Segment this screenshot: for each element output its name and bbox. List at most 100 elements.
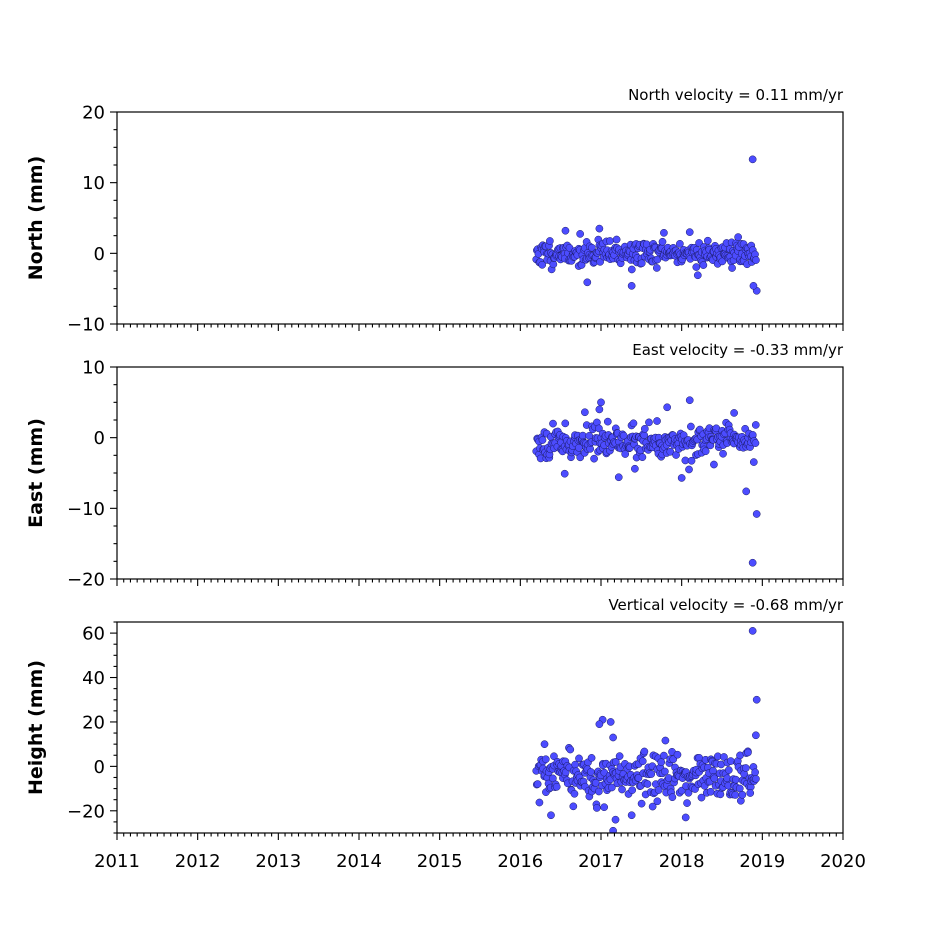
data-point (657, 758, 666, 766)
data-point (652, 264, 661, 272)
data-point (606, 237, 614, 245)
data-point (561, 419, 570, 428)
data-point (637, 799, 646, 808)
data-point (746, 789, 755, 797)
data-point (685, 465, 693, 474)
data-point (744, 748, 752, 757)
data-point (595, 424, 603, 433)
data-point (685, 228, 694, 236)
data-point (751, 768, 759, 777)
data-point (588, 243, 596, 252)
data-point (614, 473, 623, 482)
data-point (578, 431, 587, 440)
x-tick-label: 2017 (578, 851, 624, 872)
data-point (724, 766, 733, 774)
data-point (668, 793, 677, 802)
data-point (726, 757, 735, 765)
data-point (618, 785, 626, 794)
axes-frame (116, 621, 844, 834)
data-point (697, 793, 706, 802)
data-point (575, 754, 583, 763)
data-point (571, 760, 580, 769)
data-point (660, 751, 668, 760)
y-axis-label: East (mm) (25, 418, 47, 528)
y-tick-label: −10 (67, 315, 105, 336)
data-point (752, 510, 761, 518)
data-point (619, 431, 628, 440)
data-point (627, 811, 636, 820)
data-point (593, 804, 601, 812)
data-point (716, 790, 725, 799)
data-point (661, 736, 670, 745)
data-point (612, 235, 621, 244)
data-point (701, 447, 710, 456)
data-point (654, 786, 663, 794)
data-point (748, 627, 757, 635)
y-tick-label: −10 (67, 499, 105, 520)
data-point (595, 224, 604, 233)
data-point (703, 236, 712, 245)
x-tick-label: 2011 (94, 851, 140, 872)
y-tick-label: −20 (67, 801, 105, 822)
data-point (645, 418, 653, 427)
data-point (597, 398, 605, 407)
data-point (595, 720, 604, 729)
data-point (538, 436, 547, 444)
data-point (540, 740, 549, 749)
y-tick-label: 20 (82, 103, 105, 124)
panel-3: −20 0 20 40 60 2011 2012 2013 2014 2015 2016 2017 20… (25, 596, 866, 872)
data-point (621, 450, 630, 458)
data-point (627, 265, 636, 274)
axes-frame (116, 111, 844, 325)
panel-2: −20 −10 0 10 East (mm) East velocity = -0.33 … (25, 341, 844, 591)
data-point (693, 271, 702, 280)
data-point (677, 474, 686, 482)
data-point (629, 419, 638, 428)
data-points (532, 155, 761, 295)
data-point (609, 826, 617, 833)
data-point (607, 783, 616, 792)
x-tick-label: 2020 (820, 851, 866, 872)
data-point (699, 261, 708, 269)
data-point (615, 752, 624, 760)
data-point (643, 780, 652, 788)
data-point (609, 733, 617, 742)
data-point (718, 257, 727, 266)
data-point (684, 788, 693, 797)
velocity-annotation: East velocity = -0.33 mm/yr (632, 341, 844, 359)
y-tick-label: 10 (82, 358, 105, 379)
y-tick-label: 60 (82, 624, 105, 645)
data-point (583, 278, 592, 287)
data-point (683, 799, 691, 807)
data-point (681, 813, 690, 822)
data-point (627, 281, 636, 290)
y-tick-label: 20 (82, 712, 105, 733)
data-point (653, 797, 662, 806)
data-point (533, 780, 542, 788)
data-point (731, 775, 740, 784)
data-point (687, 456, 696, 465)
data-point (751, 439, 760, 447)
data-point (728, 264, 736, 272)
data-point (638, 757, 647, 766)
data-point (751, 421, 760, 429)
data-point (549, 419, 557, 428)
data-point (706, 787, 715, 796)
data-point (738, 790, 747, 799)
y-tick-label: 10 (82, 173, 105, 194)
data-point (640, 424, 649, 433)
data-point (547, 811, 555, 820)
data-point (640, 431, 649, 440)
data-point (752, 256, 760, 264)
axes-frame (116, 366, 844, 580)
data-point (587, 754, 596, 762)
data-point (749, 281, 758, 290)
data-point (603, 417, 612, 426)
data-point (637, 259, 646, 268)
data-point (638, 453, 647, 462)
data-point (596, 258, 604, 266)
data-point (566, 745, 575, 754)
data-point (710, 460, 718, 469)
y-tick-label: 0 (94, 428, 105, 449)
